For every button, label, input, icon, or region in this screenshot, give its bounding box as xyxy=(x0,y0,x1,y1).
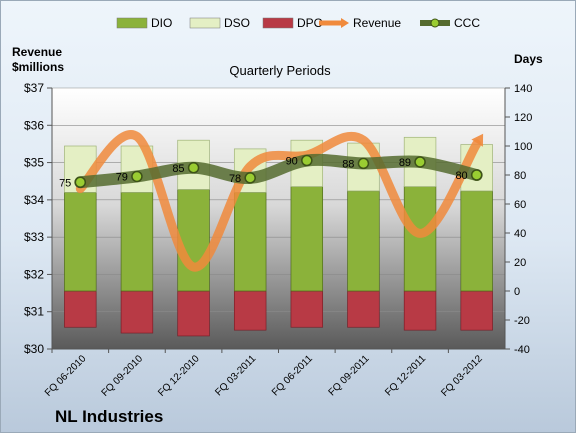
ccc-point xyxy=(74,176,87,188)
left-tick-label: $36 xyxy=(24,118,44,132)
right-tick-label: -20 xyxy=(514,315,530,327)
dpo-bar xyxy=(290,290,324,328)
right-tick-label: 100 xyxy=(514,141,532,153)
dio-bar xyxy=(177,189,210,292)
revenue-arrowhead xyxy=(471,133,484,147)
ccc-point xyxy=(470,169,483,181)
dio-bar xyxy=(120,192,154,292)
right-tick-label: 60 xyxy=(514,199,526,211)
left-tick-label: $31 xyxy=(24,305,44,319)
legend-label-dpo: DPO xyxy=(297,16,323,30)
ccc-point xyxy=(357,157,370,170)
ccc-data-label: 75 xyxy=(59,177,71,189)
dio-bar xyxy=(403,186,437,292)
left-axis-label-line1: Revenue xyxy=(12,45,62,59)
ccc-point xyxy=(301,154,313,167)
dpo-bar xyxy=(120,290,154,334)
legend-label-ccc: CCC xyxy=(454,16,480,30)
legend-swatch-ccc-marker xyxy=(430,18,440,28)
ccc-data-label: 78 xyxy=(229,173,241,185)
dio-bar xyxy=(460,190,493,292)
dio-bar xyxy=(233,192,267,292)
ccc-point xyxy=(187,162,200,174)
left-tick-label: $30 xyxy=(24,342,44,356)
legend-swatch-dio xyxy=(116,17,148,29)
right-tick-label: 80 xyxy=(514,170,526,182)
revenue-line xyxy=(75,130,482,272)
ccc-data-label: 89 xyxy=(399,157,411,169)
ccc-data-label: 79 xyxy=(116,171,128,183)
left-tick-label: $35 xyxy=(24,156,44,170)
right-tick-label: 120 xyxy=(514,112,532,124)
left-tick-label: $34 xyxy=(24,193,44,207)
dio-bar xyxy=(64,192,97,292)
legend-label-dio: DIO xyxy=(151,16,172,30)
dpo-bar xyxy=(460,290,493,331)
legend-label-revenue: Revenue xyxy=(353,16,401,30)
legend-swatch-dso xyxy=(189,17,221,29)
ccc-point xyxy=(131,170,143,183)
right-tick-label: 20 xyxy=(514,257,526,269)
dpo-bar xyxy=(403,290,437,331)
ccc-point xyxy=(414,156,426,168)
legend-label-dso: DSO xyxy=(224,16,250,30)
dpo-bar xyxy=(177,290,210,337)
left-tick-label: $33 xyxy=(24,230,44,244)
ccc-data-label: 85 xyxy=(172,163,184,175)
dio-bar xyxy=(347,190,380,292)
legend-swatch-dpo xyxy=(262,17,294,29)
left-axis-label-line2: $millions xyxy=(12,60,64,74)
company-footer: NL Industries xyxy=(55,407,163,426)
left-tick-label: $37 xyxy=(24,81,44,95)
chart-title: Quarterly Periods xyxy=(229,63,331,78)
ccc-point xyxy=(244,172,256,184)
right-tick-label: 140 xyxy=(514,83,532,95)
right-tick-label: 0 xyxy=(514,286,520,298)
ccc-data-label: 90 xyxy=(286,156,298,168)
legend-swatch-revenue-arrow xyxy=(341,18,349,28)
left-tick-label: $32 xyxy=(24,267,44,281)
right-tick-label: -40 xyxy=(514,344,530,356)
ccc-data-label: 80 xyxy=(455,170,467,182)
dpo-bar xyxy=(64,290,97,328)
right-axis-label: Days xyxy=(514,52,543,66)
dpo-bar xyxy=(233,290,267,331)
ccc-data-label: 88 xyxy=(342,158,354,170)
dpo-bar xyxy=(347,290,380,328)
right-tick-label: 40 xyxy=(514,228,526,240)
dio-bar xyxy=(290,186,324,292)
